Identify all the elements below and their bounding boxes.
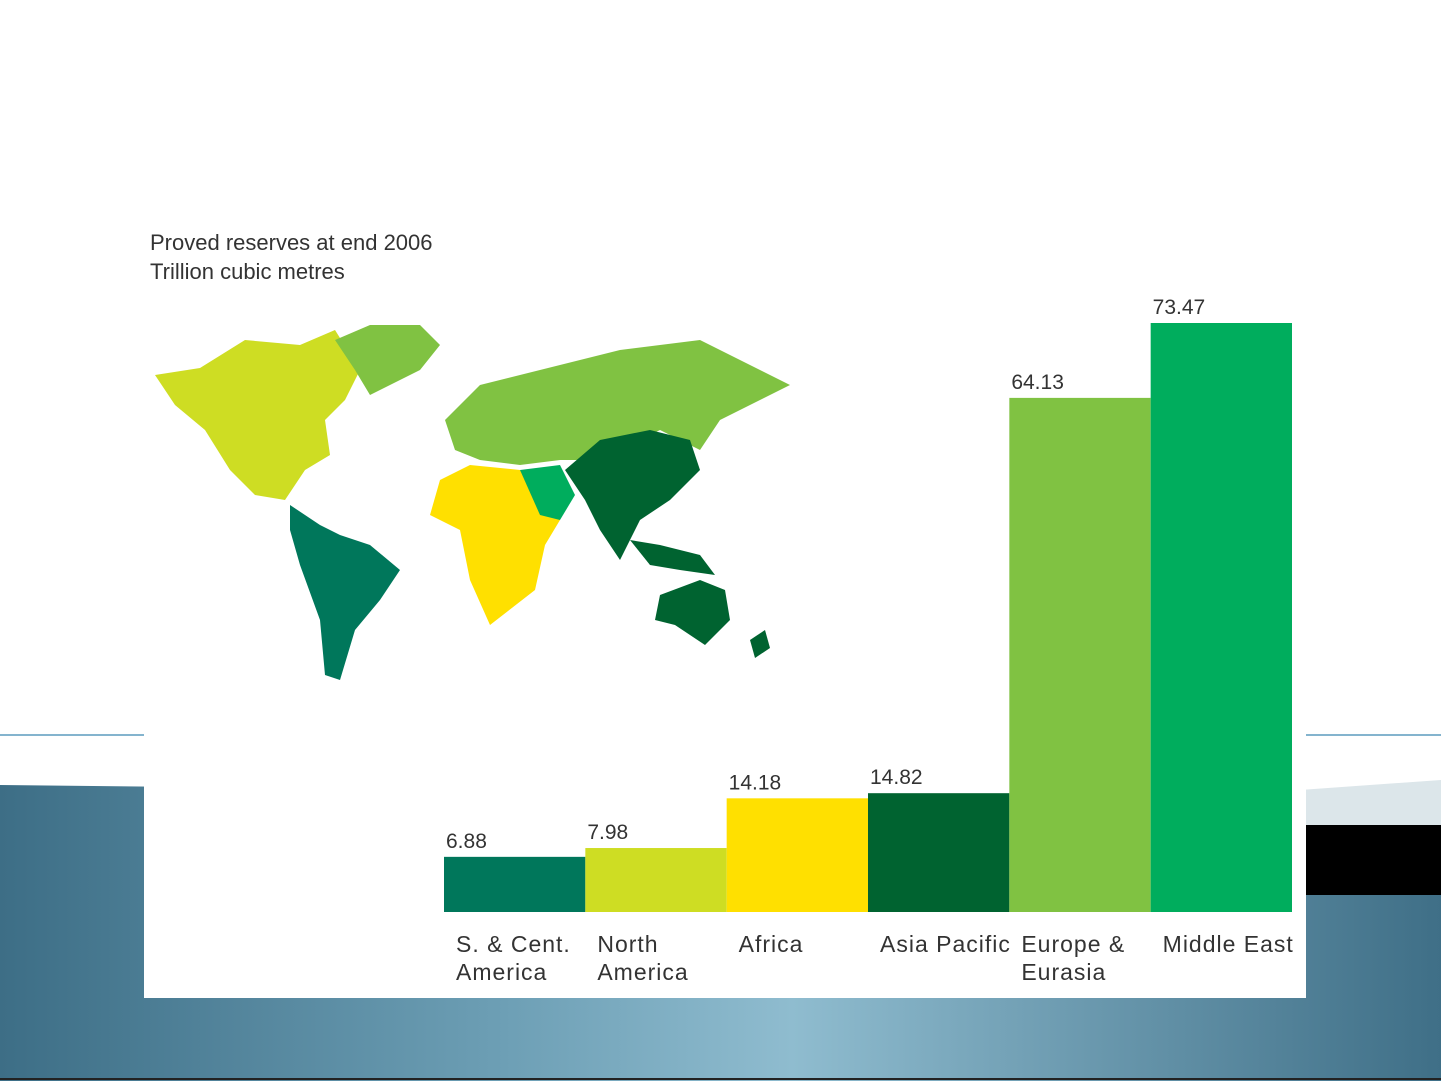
value-label: 7.98 <box>587 821 628 844</box>
map-africa <box>430 465 560 625</box>
accent-strip <box>1300 825 1441 895</box>
category-label: North America <box>597 931 689 985</box>
bar <box>1009 397 1151 912</box>
category-label: Asia Pacific <box>880 931 1011 957</box>
map-europe-eurasia <box>445 340 790 465</box>
bar <box>585 848 727 912</box>
value-label: 6.88 <box>446 830 487 853</box>
bar <box>1150 323 1292 912</box>
map-south-america <box>290 505 400 680</box>
chart-subtitle: Trillion cubic metres <box>150 259 345 284</box>
bar <box>868 793 1010 912</box>
category-label: S. & Cent. America <box>456 931 571 985</box>
value-label: 64.13 <box>1011 371 1064 394</box>
map-asia <box>565 430 700 560</box>
map-middle-east <box>520 465 575 520</box>
bar <box>726 798 868 912</box>
category-label: Europe & Eurasia <box>1021 931 1126 985</box>
value-label: 14.82 <box>870 766 923 789</box>
value-label: 14.18 <box>729 771 782 794</box>
value-label: 73.47 <box>1153 296 1206 319</box>
map-new-zealand <box>750 630 770 658</box>
map-islands <box>630 540 715 575</box>
chart-title: Proved reserves at end 2006 <box>150 230 433 255</box>
map-australia <box>655 580 730 645</box>
map-greenland <box>335 325 440 395</box>
accent-strip <box>1300 780 1441 825</box>
category-label: Middle East <box>1162 931 1294 957</box>
category-label: Africa <box>738 931 804 957</box>
world-map <box>155 325 790 680</box>
bar <box>444 856 586 912</box>
map-north-america <box>155 330 360 500</box>
